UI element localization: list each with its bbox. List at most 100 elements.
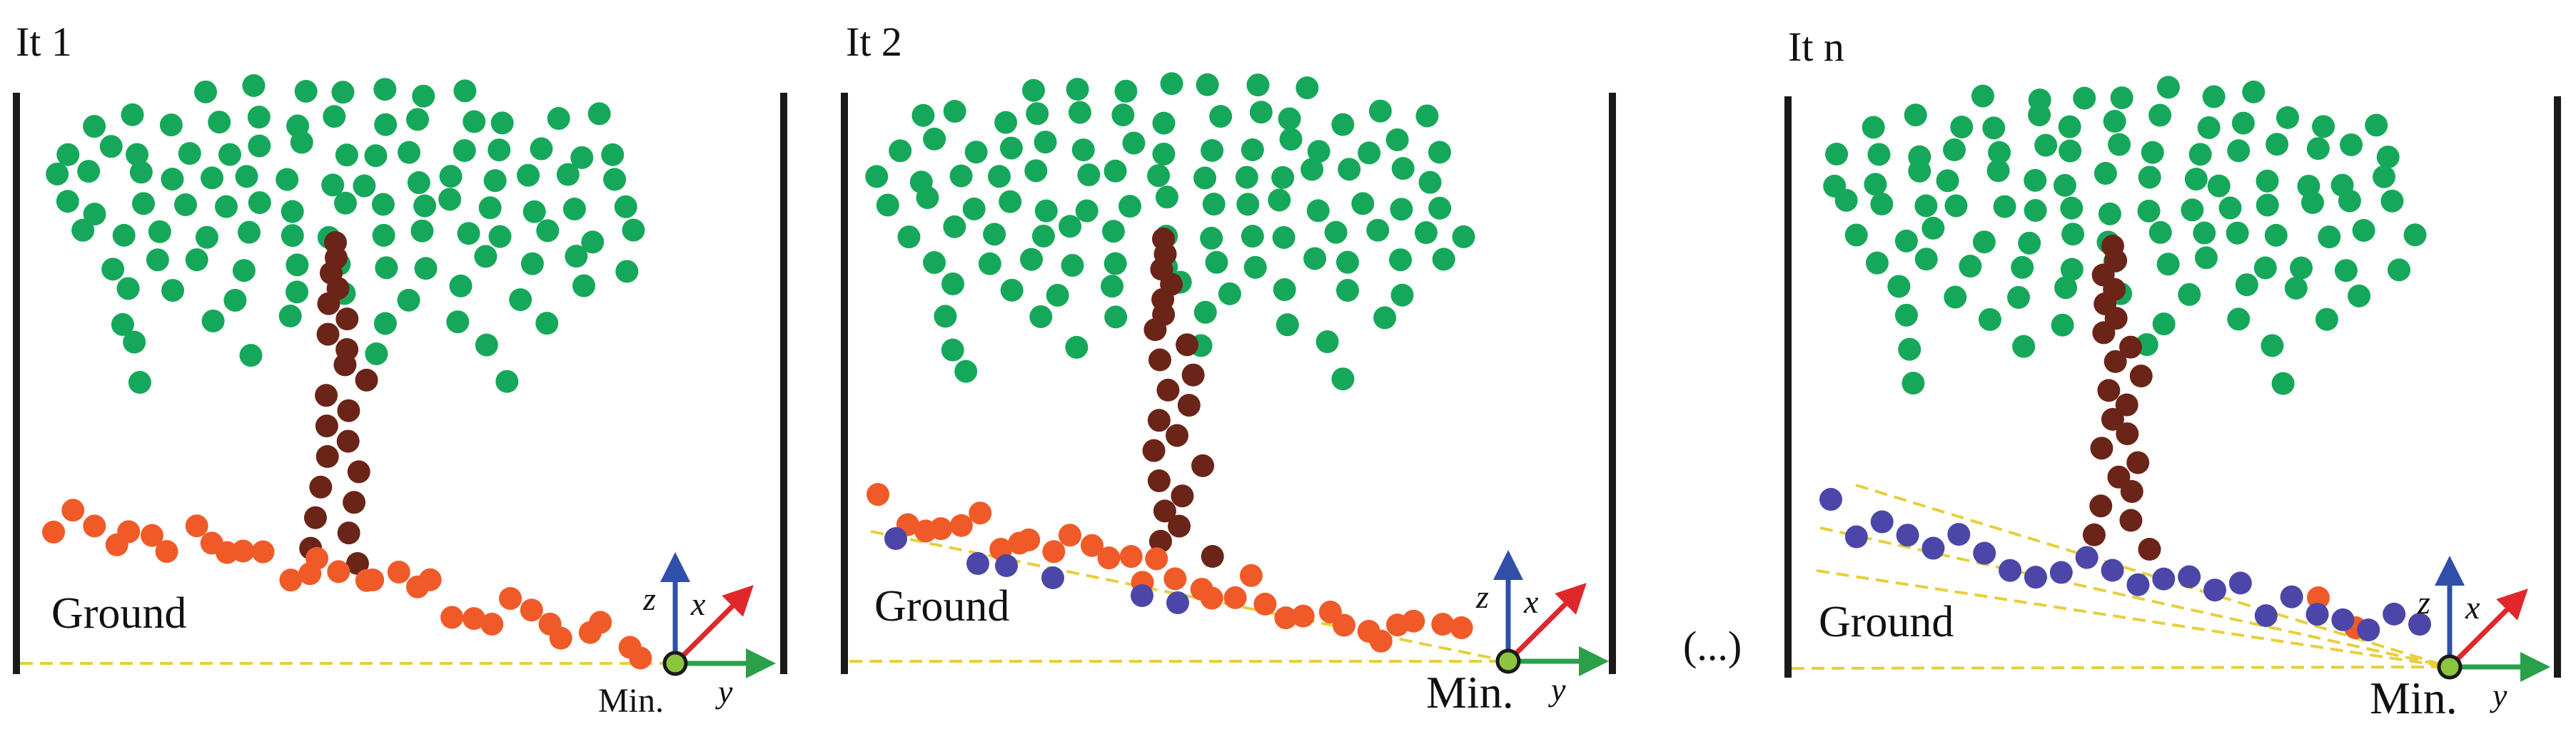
leaf-point	[1315, 330, 1339, 354]
leaf-point	[1034, 131, 1057, 154]
min-point	[2437, 654, 2463, 680]
leaf-point	[2264, 223, 2288, 247]
leaf-point	[414, 257, 438, 280]
ground-point	[1080, 534, 1103, 557]
ground-label: Ground	[1819, 598, 1954, 646]
min-label: Min.	[1426, 667, 1514, 718]
leaf-point	[335, 143, 358, 167]
ground-point	[589, 611, 612, 634]
classified-ground-point	[884, 527, 907, 550]
classified-ground-point	[1131, 584, 1153, 607]
ground-point	[440, 606, 464, 629]
leaf-point	[71, 218, 95, 242]
leaf-point	[398, 141, 421, 164]
leaf-point	[949, 164, 973, 188]
trunk-point	[335, 307, 359, 331]
leaf-point	[397, 288, 420, 312]
leaf-point	[570, 146, 594, 169]
leaf-point	[478, 196, 502, 220]
leaf-point	[2334, 259, 2358, 282]
leaf-point	[1243, 255, 1267, 279]
leaf-point	[410, 219, 434, 243]
leaf-point	[587, 102, 611, 126]
leaf-point	[173, 193, 197, 216]
leaf-point	[2376, 146, 2400, 169]
leaf-point	[1904, 103, 1927, 127]
ground-point	[629, 646, 652, 670]
leaf-point	[1075, 199, 1098, 223]
trunk-point	[303, 506, 327, 529]
ground-point	[867, 483, 890, 506]
leaf-point	[1065, 335, 1089, 359]
trunk-points	[2082, 235, 2161, 561]
leaf-point	[453, 79, 477, 103]
leaf-point	[1272, 225, 1295, 249]
leaf-point	[2338, 189, 2361, 213]
x-axis-arrow	[1506, 583, 1587, 663]
leaf-point	[201, 309, 225, 332]
classified-ground-point	[2228, 571, 2252, 595]
leaf-point	[1982, 116, 2006, 140]
leaf-point	[1415, 104, 1439, 128]
leaf-point	[1209, 105, 1233, 128]
leaf-point	[1986, 159, 2010, 183]
leaf-point	[2318, 225, 2341, 249]
leaf-point	[1046, 283, 1069, 307]
leaf-point	[375, 256, 398, 280]
ground-point	[1097, 546, 1121, 570]
leaf-point	[2018, 231, 2041, 255]
leaf-point	[1152, 111, 1176, 135]
leaves-points	[865, 72, 1475, 391]
leaf-point	[1295, 76, 1319, 100]
leaf-point	[1834, 188, 1858, 212]
leaf-point	[239, 344, 263, 367]
leaf-point	[889, 139, 912, 163]
leaf-point	[2184, 168, 2208, 191]
classified-ground-point	[1921, 536, 1945, 560]
leaf-point	[2108, 133, 2131, 156]
leaf-point	[911, 103, 935, 127]
leaf-point	[161, 279, 185, 302]
leaf-point	[601, 143, 625, 166]
leaf-point	[373, 78, 397, 101]
leaf-point	[934, 305, 957, 328]
ground-point	[279, 569, 303, 592]
leaf-point	[1943, 138, 1966, 162]
leaf-point	[56, 143, 80, 166]
leaf-point	[294, 79, 318, 103]
classified-ground-point	[2126, 573, 2150, 596]
leaf-point	[412, 84, 435, 108]
leaf-point	[622, 218, 645, 242]
leaf-point	[2227, 139, 2251, 163]
ground-point	[1145, 547, 1168, 571]
leaf-point	[2051, 313, 2074, 337]
leaf-point	[509, 288, 532, 312]
fit-line	[1791, 666, 2450, 670]
leaf-point	[865, 165, 889, 188]
leaf-point	[1193, 166, 1217, 190]
leaf-point	[943, 100, 966, 123]
leaf-point	[2148, 220, 2172, 244]
leaf-point	[1122, 131, 1146, 155]
leaf-point	[2242, 80, 2266, 103]
ground-point	[387, 560, 410, 583]
leaf-point	[223, 288, 247, 312]
leaf-point	[1278, 107, 1301, 131]
ground-point	[305, 546, 329, 570]
leaf-point	[1241, 138, 1264, 161]
classified-ground-point	[2152, 567, 2176, 591]
classified-ground-point	[1844, 525, 1868, 549]
ground-point	[231, 539, 255, 563]
leaf-point	[214, 195, 238, 218]
leaf-point	[195, 225, 218, 249]
ground-point	[361, 569, 385, 592]
ground-point	[1042, 540, 1066, 564]
ground-point	[1223, 586, 1247, 609]
leaf-point	[1391, 157, 1415, 180]
trunk-point	[2129, 365, 2153, 388]
leaf-point	[943, 215, 966, 238]
trunk-point	[337, 399, 360, 422]
leaf-point	[1862, 116, 1885, 139]
leaf-point	[111, 312, 134, 336]
